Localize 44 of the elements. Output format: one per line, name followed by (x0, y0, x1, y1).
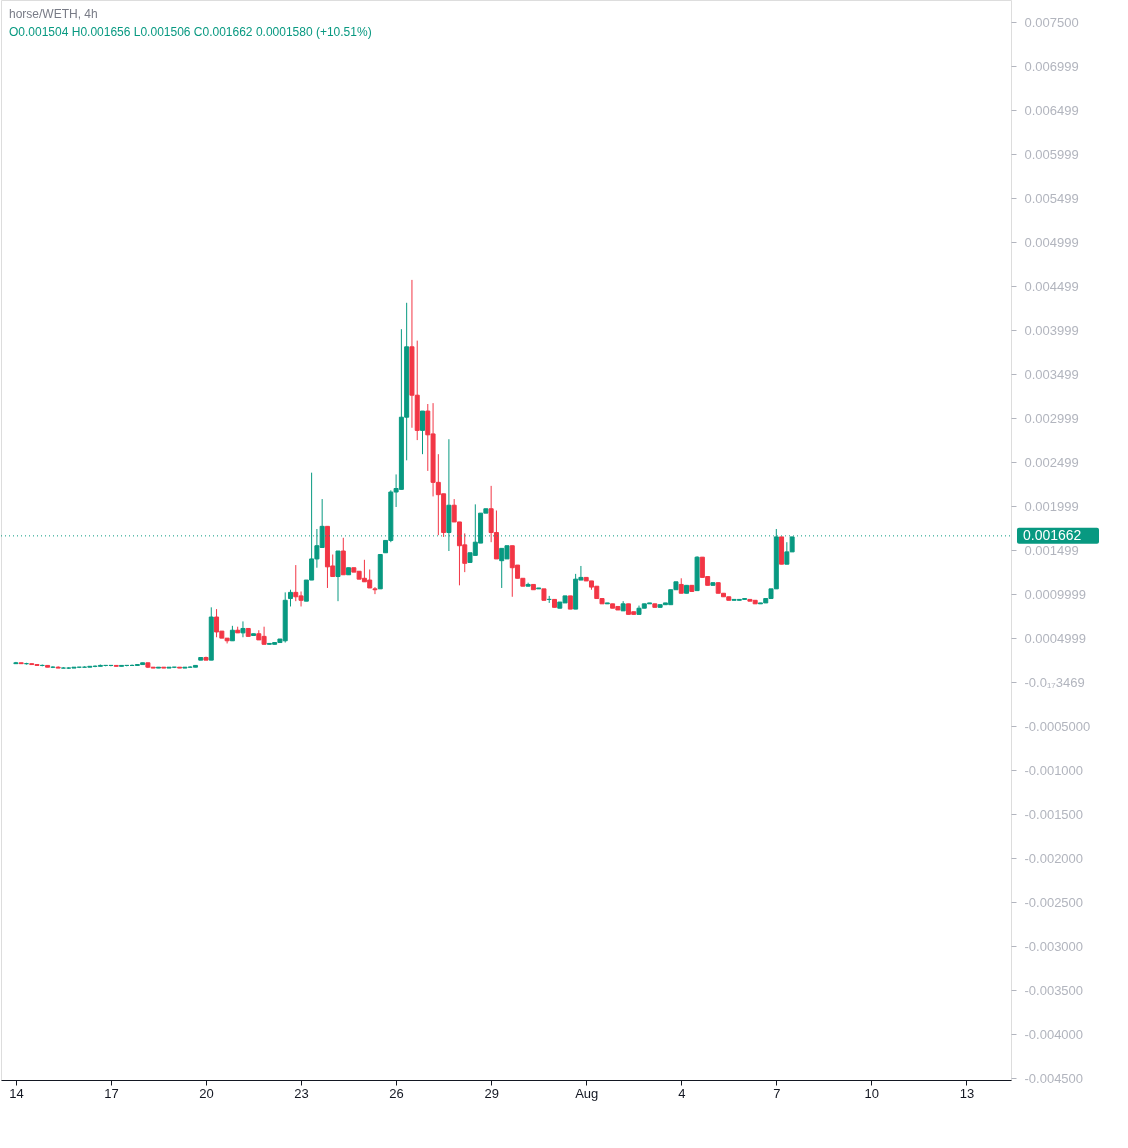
ref-line-label: 0.001662 (1023, 526, 1082, 543)
x-tick-label: 4 (678, 1085, 686, 1101)
y-tick-label: 0.005999 (1024, 146, 1079, 162)
x-tick-label: 17 (104, 1085, 119, 1101)
y-tick-label: -0.002500 (1024, 894, 1084, 910)
x-tick-label: 29 (484, 1085, 499, 1101)
y-tick-label: 0.007500 (1024, 14, 1079, 30)
y-tick-label: 0.006499 (1024, 102, 1079, 118)
x-tick-label: Aug (575, 1085, 599, 1101)
candlestick (55, 665, 61, 669)
y-tick-label: 0.006999 (1024, 58, 1079, 74)
text: O0.001504 H0.001656 L0.001506 C0.001662 0.0001580 (+10.51%) (9, 25, 372, 39)
candlestick (240, 620, 246, 638)
y-tick-label: 0.003499 (1024, 366, 1079, 382)
y-tick-label: -0.003000 (1024, 938, 1084, 954)
x-tick-label: 7 (773, 1085, 781, 1101)
x-tick-label: 14 (9, 1085, 24, 1101)
y-tick-label: -0.0₁₇3469 (1024, 674, 1085, 690)
x-tick-label: 13 (959, 1085, 975, 1101)
y-tick-label: -0.001500 (1024, 806, 1084, 822)
x-tick-label: 20 (199, 1085, 214, 1101)
y-tick-label: -0.002000 (1024, 850, 1084, 866)
y-tick-label: 0.001499 (1024, 542, 1079, 558)
x-tick-label: 10 (864, 1085, 880, 1101)
candlestick (214, 608, 220, 638)
candlestick (420, 410, 425, 455)
y-tick-label: 0.005499 (1024, 190, 1079, 206)
y-tick-label: 0.002499 (1024, 454, 1079, 470)
y-tick-label: 0.004499 (1024, 278, 1079, 294)
y-tick-label: -0.0005000 (1024, 718, 1091, 734)
y-tick-label: 0.002999 (1024, 410, 1079, 426)
y-tick-label: -0.001000 (1024, 762, 1084, 778)
y-tick-label: -0.003500 (1024, 982, 1084, 998)
y-tick-label: 0.003999 (1024, 322, 1079, 338)
y-tick-label: 0.004999 (1024, 234, 1079, 250)
x-tick-label: 26 (389, 1085, 404, 1101)
y-tick-label: 0.001999 (1024, 498, 1079, 514)
y-tick-label: 0.0004999 (1024, 630, 1086, 646)
candlestick (340, 537, 346, 576)
y-tick-label: 0.0009999 (1024, 586, 1086, 602)
y-tick-label: -0.004500 (1024, 1070, 1084, 1086)
x-tick-label: 23 (294, 1085, 309, 1101)
y-tick-label: -0.004000 (1024, 1026, 1084, 1042)
text: horse/WETH, 4h (9, 7, 98, 21)
